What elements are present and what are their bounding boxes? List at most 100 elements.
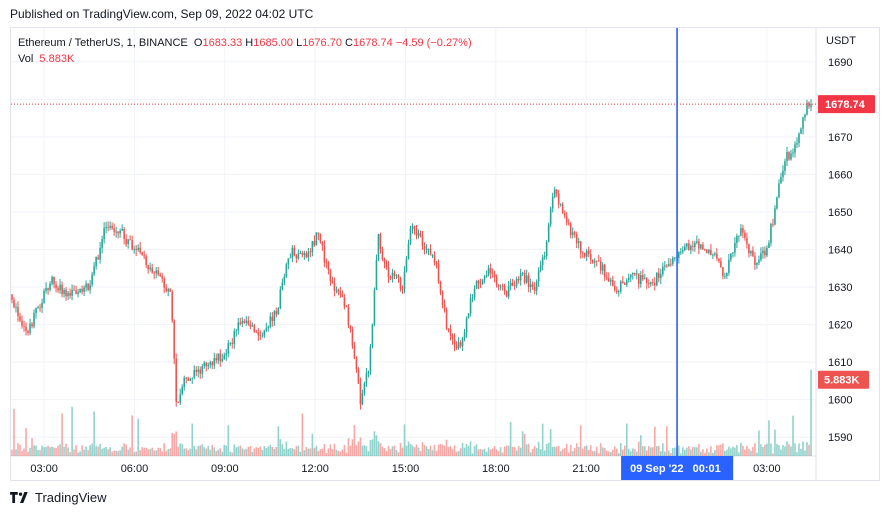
candle-body: [497, 284, 500, 287]
candle-body: [175, 358, 178, 402]
volume-bar: [688, 446, 690, 456]
chart-legend: Ethereum / TetherUS, 1, BINANCE O1683.33…: [18, 35, 472, 67]
volume-bar: [67, 447, 69, 456]
volume-bar: [153, 450, 155, 456]
volume-bar: [453, 445, 456, 456]
time-tick-label: 12:00: [301, 463, 329, 475]
candle-body: [668, 263, 670, 266]
candle-body: [117, 231, 119, 234]
volume-bar: [481, 449, 484, 456]
volume-bar: [233, 444, 236, 456]
candle-body: [31, 323, 33, 327]
candle-body: [455, 345, 458, 348]
volume-bar: [441, 444, 444, 456]
candle-body: [621, 281, 624, 284]
volume-bar: [429, 445, 432, 456]
volume-bar: [249, 446, 252, 456]
volume-bar: [251, 452, 254, 456]
candle-body: [281, 282, 284, 290]
volume-bar: [97, 446, 99, 456]
volume-bar: [674, 447, 676, 456]
volume-bar: [47, 445, 49, 456]
volume-bar: [774, 429, 776, 456]
volume-bar: [243, 449, 246, 456]
volume-bar: [127, 449, 129, 456]
candle-body: [680, 251, 682, 253]
legend-close-value: 1678.74: [352, 37, 393, 49]
candle-body: [55, 284, 57, 289]
candle-body: [207, 364, 210, 367]
volume-bar: [29, 447, 31, 456]
chart-frame[interactable]: [10, 27, 880, 481]
last-volume-value: 5.883K: [824, 375, 860, 387]
candle-body: [587, 250, 590, 254]
candle-body: [485, 274, 488, 277]
volume-bar: [325, 453, 328, 456]
candle-body: [309, 251, 312, 253]
volume-bar: [229, 451, 232, 456]
volume-bar: [786, 441, 788, 456]
candle-body: [347, 306, 350, 326]
volume-bar: [337, 450, 340, 456]
candle-body: [345, 306, 348, 307]
footer-brand-text[interactable]: TradingView: [35, 490, 107, 505]
volume-bar: [351, 439, 354, 456]
candle-body: [457, 342, 460, 348]
volume-bar: [583, 446, 586, 456]
candle-body: [121, 228, 123, 231]
volume-bar: [605, 450, 608, 456]
candle-body: [69, 292, 71, 296]
volume-bar: [652, 447, 654, 456]
candle-body: [682, 250, 684, 252]
candle-body: [255, 331, 258, 333]
candle-body: [577, 241, 580, 244]
candle-body: [774, 208, 776, 225]
candle-body: [603, 264, 606, 277]
candle-body: [561, 204, 564, 214]
candle-body: [491, 273, 494, 275]
volume-bar: [209, 449, 212, 456]
volume-bar: [173, 433, 176, 456]
price-tick-label: 1660: [828, 169, 852, 181]
candle-body: [716, 253, 718, 259]
candle-body: [97, 257, 99, 260]
volume-bar: [712, 452, 714, 456]
volume-bar: [369, 439, 372, 456]
candle-body: [690, 245, 692, 251]
volume-bar: [692, 447, 694, 456]
legend-symbol[interactable]: Ethereum / TetherUS, 1, BINANCE: [18, 37, 188, 49]
volume-bar: [155, 450, 157, 456]
candle-body: [107, 226, 109, 228]
candle-body: [355, 358, 358, 370]
candle-body: [567, 222, 570, 224]
volume-bar: [191, 423, 194, 456]
volume-bar: [269, 444, 272, 456]
volume-bar: [804, 450, 806, 456]
candle-body: [343, 297, 346, 307]
volume-bar: [291, 448, 294, 456]
candle-body: [139, 247, 141, 253]
candle-body: [427, 248, 430, 250]
candle-body: [662, 266, 664, 275]
volume-bar: [37, 449, 39, 456]
legend-change: −4.59 (−0.27%): [395, 37, 472, 49]
volume-bar: [423, 445, 426, 456]
candle-body: [153, 272, 155, 274]
volume-bar: [511, 446, 514, 456]
candle-body: [453, 338, 456, 346]
volume-bar: [305, 446, 308, 456]
volume-bar: [25, 427, 27, 456]
volume-bar: [463, 447, 466, 456]
volume-bar: [513, 447, 516, 456]
candle-body: [800, 128, 802, 134]
volume-bar: [391, 446, 394, 456]
volume-bar: [277, 426, 280, 456]
candle-body: [245, 320, 248, 323]
volume-bar: [668, 450, 670, 456]
volume-bar: [521, 431, 524, 456]
candle-body: [45, 288, 47, 291]
candle-body: [762, 250, 764, 254]
candle-body: [239, 322, 242, 325]
candle-body: [758, 259, 760, 263]
